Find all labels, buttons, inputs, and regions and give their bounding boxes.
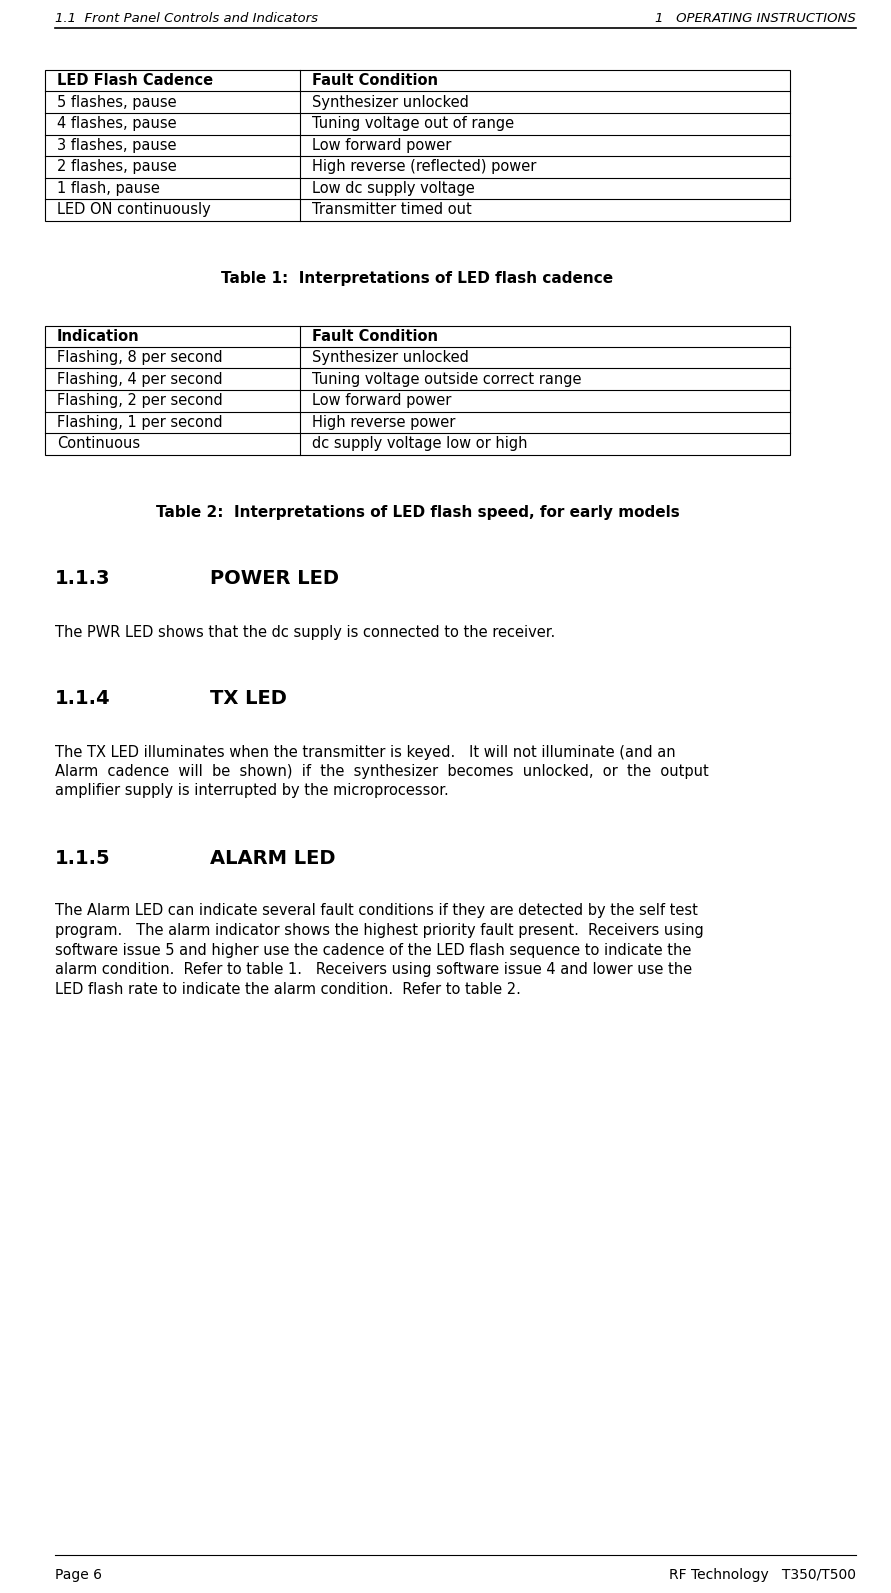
Text: Tuning voltage out of range: Tuning voltage out of range [312,116,514,131]
Text: program.   The alarm indicator shows the highest priority fault present.  Receiv: program. The alarm indicator shows the h… [55,922,704,938]
Text: Flashing, 8 per second: Flashing, 8 per second [57,350,223,365]
Text: Flashing, 1 per second: Flashing, 1 per second [57,414,223,430]
Text: LED flash rate to indicate the alarm condition.  Refer to table 2.: LED flash rate to indicate the alarm con… [55,981,521,997]
Text: amplifier supply is interrupted by the microprocessor.: amplifier supply is interrupted by the m… [55,784,449,798]
Text: Low forward power: Low forward power [312,393,452,408]
Text: Continuous: Continuous [57,436,140,451]
Text: Tuning voltage outside correct range: Tuning voltage outside correct range [312,371,582,387]
Text: TX LED: TX LED [210,690,287,709]
Text: software issue 5 and higher use the cadence of the LED flash sequence to indicat: software issue 5 and higher use the cade… [55,943,691,957]
Text: Synthesizer unlocked: Synthesizer unlocked [312,350,469,365]
Text: The Alarm LED can indicate several fault conditions if they are detected by the : The Alarm LED can indicate several fault… [55,903,698,919]
Text: Alarm  cadence  will  be  shown)  if  the  synthesizer  becomes  unlocked,  or  : Alarm cadence will be shown) if the synt… [55,765,708,779]
Text: 1.1.5: 1.1.5 [55,849,110,868]
Text: 1   OPERATING INSTRUCTIONS: 1 OPERATING INSTRUCTIONS [655,13,856,25]
Text: High reverse power: High reverse power [312,414,455,430]
Text: Table 1:  Interpretations of LED flash cadence: Table 1: Interpretations of LED flash ca… [222,271,614,285]
Text: Low dc supply voltage: Low dc supply voltage [312,180,475,196]
Text: The PWR LED shows that the dc supply is connected to the receiver.: The PWR LED shows that the dc supply is … [55,624,555,639]
Text: The TX LED illuminates when the transmitter is keyed.   It will not illuminate (: The TX LED illuminates when the transmit… [55,744,675,760]
Text: 2 flashes, pause: 2 flashes, pause [57,159,176,174]
Text: RF Technology   T350/T500: RF Technology T350/T500 [669,1568,856,1582]
Text: Low forward power: Low forward power [312,137,452,153]
Text: LED ON continuously: LED ON continuously [57,202,211,217]
Text: 1.1.4: 1.1.4 [55,690,110,709]
Text: 4 flashes, pause: 4 flashes, pause [57,116,176,131]
Text: Synthesizer unlocked: Synthesizer unlocked [312,94,469,110]
Text: Fault Condition: Fault Condition [312,328,438,344]
Text: dc supply voltage low or high: dc supply voltage low or high [312,436,527,451]
Text: Transmitter timed out: Transmitter timed out [312,202,471,217]
Text: LED Flash Cadence: LED Flash Cadence [57,73,213,88]
Text: 3 flashes, pause: 3 flashes, pause [57,137,176,153]
Text: POWER LED: POWER LED [210,570,339,588]
Text: High reverse (reflected) power: High reverse (reflected) power [312,159,536,174]
Text: Fault Condition: Fault Condition [312,73,438,88]
Text: 1.1.3: 1.1.3 [55,570,110,588]
Text: 5 flashes, pause: 5 flashes, pause [57,94,176,110]
Text: 1 flash, pause: 1 flash, pause [57,180,159,196]
Text: 1.1  Front Panel Controls and Indicators: 1.1 Front Panel Controls and Indicators [55,13,318,25]
Text: Table 2:  Interpretations of LED flash speed, for early models: Table 2: Interpretations of LED flash sp… [156,505,679,519]
Text: alarm condition.  Refer to table 1.   Receivers using software issue 4 and lower: alarm condition. Refer to table 1. Recei… [55,962,692,977]
Text: ALARM LED: ALARM LED [210,849,336,868]
Text: Flashing, 4 per second: Flashing, 4 per second [57,371,223,387]
Text: Flashing, 2 per second: Flashing, 2 per second [57,393,223,408]
Text: Page 6: Page 6 [55,1568,102,1582]
Text: Indication: Indication [57,328,140,344]
Bar [45,325,790,454]
Bar [45,70,790,220]
